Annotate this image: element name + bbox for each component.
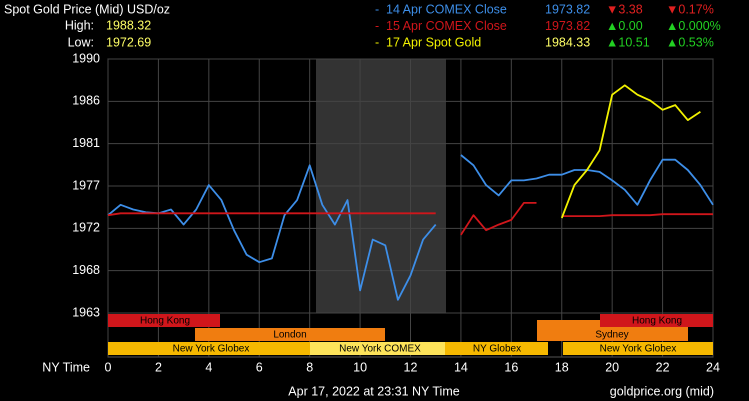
session-label: London	[273, 330, 306, 341]
y-tick-label: 1968	[72, 263, 100, 277]
x-tick-label: 16	[504, 360, 518, 374]
session-label: New York Globex	[600, 344, 677, 355]
session-bar	[310, 342, 445, 355]
price-line	[107, 202, 713, 236]
session-bar	[563, 342, 713, 355]
x-tick-label: 6	[256, 360, 263, 374]
legend-dash: -	[375, 35, 379, 49]
y-tick-label: 1977	[72, 178, 100, 192]
low-value: 1972.69	[106, 35, 151, 49]
session-label: Hong Kong	[632, 316, 682, 327]
y-tick-label: 1990	[72, 51, 100, 65]
x-tick-label: 24	[706, 360, 720, 374]
x-tick-label: 20	[605, 360, 619, 374]
lines	[107, 84, 714, 301]
legend-label: 14 Apr COMEX Close	[386, 2, 507, 16]
legend-change: ▲10.51	[606, 35, 650, 49]
session-bar	[108, 314, 220, 327]
x-tick-label: 12	[404, 360, 418, 374]
low-label: Low:	[68, 35, 94, 49]
x-tick-label: 0	[105, 360, 112, 374]
legend-close: 1973.82	[545, 2, 590, 16]
legend-close: 1973.82	[545, 19, 590, 33]
legend-close: 1984.33	[545, 35, 590, 49]
x-tick-label: 18	[555, 360, 569, 374]
x-tick-label: 10	[353, 360, 367, 374]
timestamp: Apr 17, 2022 at 23:31 NY Time	[288, 384, 459, 398]
session-bar	[195, 328, 385, 341]
y-tick-label: 1986	[72, 94, 100, 108]
x-tick-label: 22	[656, 360, 670, 374]
y-tick-label: 1963	[72, 305, 100, 319]
session-label: New York Globex	[173, 344, 250, 355]
source: goldprice.org (mid)	[610, 384, 714, 398]
legend-change: ▲0.00	[606, 19, 643, 33]
legend-label: 17 Apr Spot Gold	[386, 35, 481, 49]
legend-change-pct: ▼0.17%	[666, 2, 714, 16]
legend-change: ▼3.38	[606, 2, 643, 16]
x-tick-label: 2	[155, 360, 162, 374]
session-label: New York COMEX	[339, 344, 421, 355]
high-label: High:	[65, 18, 94, 32]
y-tick-label: 1981	[72, 136, 100, 150]
sessions: Hong Kong Hong Kong London Sydney New Yo…	[108, 314, 713, 355]
y-tick-label: 1972	[72, 221, 100, 235]
legend-dash: -	[375, 19, 379, 33]
session-label: Sydney	[595, 330, 628, 341]
legend-change-pct: ▲0.000%	[666, 19, 721, 33]
x-tick-label: 4	[205, 360, 212, 374]
session-bar	[600, 314, 713, 327]
price-line	[560, 84, 701, 219]
session-label: NY Globex	[473, 344, 521, 355]
x-tick-label: 8	[306, 360, 313, 374]
high-value: 1988.32	[106, 18, 151, 32]
x-axis-title: NY Time	[42, 360, 90, 374]
x-tick-label: 14	[454, 360, 468, 374]
session-label: Hong Kong	[140, 316, 190, 327]
legend-dash: -	[375, 2, 379, 16]
legend-label: 15 Apr COMEX Close	[386, 19, 507, 33]
chart-title: Spot Gold Price (Mid) USD/oz	[4, 2, 170, 16]
legend-change-pct: ▲0.53%	[666, 35, 714, 49]
